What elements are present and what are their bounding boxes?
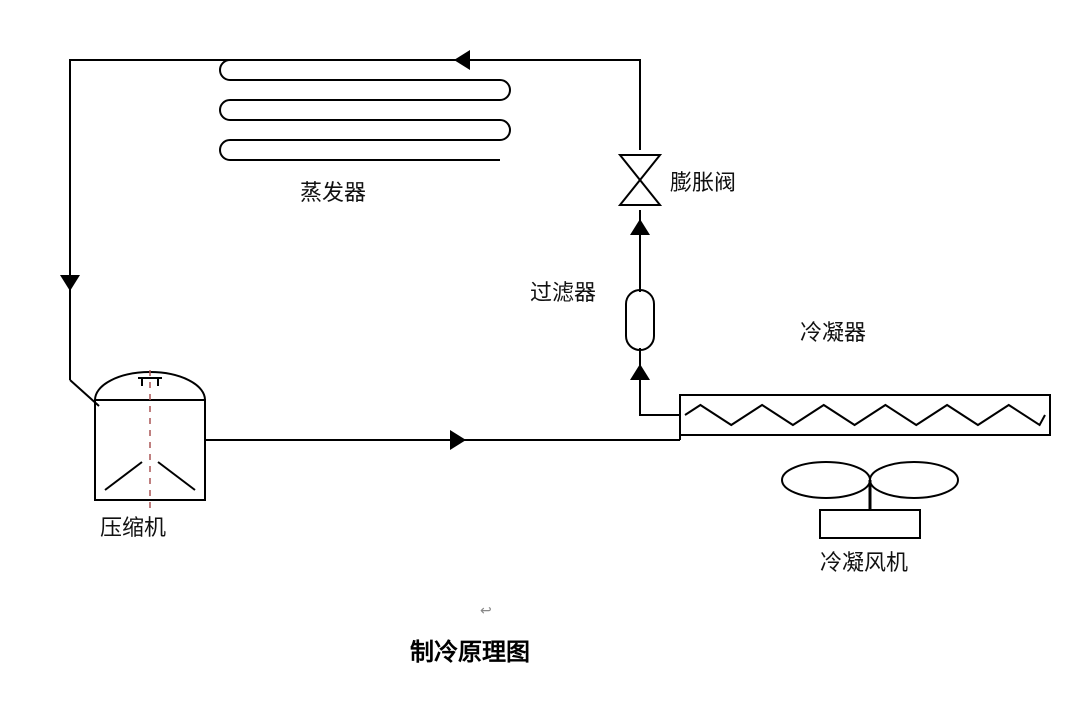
condenser-coil-icon xyxy=(685,405,1045,425)
pipe-condenser-to-filter xyxy=(640,360,680,415)
pipe-evap-to-compressor xyxy=(70,60,230,380)
label-expansion: 膨胀阀 xyxy=(670,170,736,195)
label-compressor: 压缩机 xyxy=(100,515,166,540)
fan-blade-right xyxy=(870,462,958,498)
pipe-valve-to-evap xyxy=(500,60,640,150)
diagram-title: 制冷原理图 xyxy=(410,638,530,666)
evaporator-coil xyxy=(220,60,510,160)
expansion-valve-bot xyxy=(620,180,660,205)
diagram-root: 蒸发器 膨胀阀过滤器冷凝器压缩机冷凝风机制冷原理图 ↩ xyxy=(0,0,1080,704)
fan-base xyxy=(820,510,920,538)
label-filter: 过滤器 xyxy=(530,280,596,305)
expansion-valve-top xyxy=(620,155,660,180)
label-cond_fan: 冷凝风机 xyxy=(820,550,908,575)
fan-blade-left xyxy=(782,462,870,498)
label-evaporator: 蒸发器 xyxy=(300,180,366,205)
label-condenser: 冷凝器 xyxy=(800,320,866,345)
filter-device xyxy=(626,290,654,350)
caret-mark: ↩ xyxy=(480,604,492,619)
